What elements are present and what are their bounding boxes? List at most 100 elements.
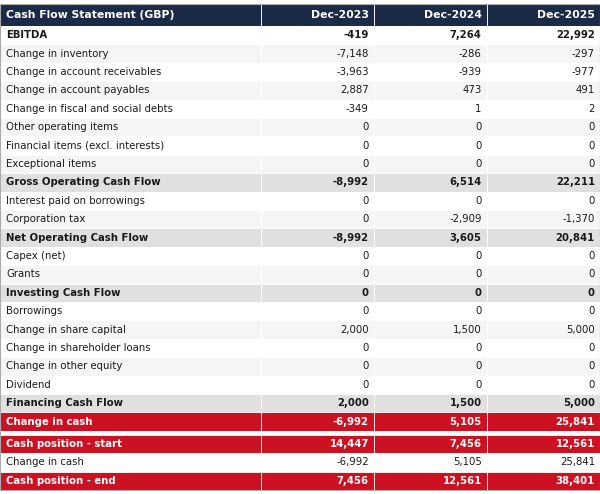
Bar [487, 173, 600, 192]
Bar [487, 321, 600, 339]
Bar [261, 472, 374, 490]
Text: 0: 0 [589, 251, 595, 261]
Bar [487, 453, 600, 472]
Bar [487, 302, 600, 321]
Bar [0, 284, 261, 302]
Text: Interest paid on borrowings: Interest paid on borrowings [6, 196, 145, 206]
Bar [374, 155, 487, 173]
Text: 0: 0 [589, 343, 595, 353]
Bar [0, 63, 261, 81]
Bar [261, 4, 374, 26]
Bar [0, 136, 261, 155]
Bar [374, 118, 487, 136]
Text: 2: 2 [589, 104, 595, 114]
Bar [0, 81, 261, 100]
Text: 38,401: 38,401 [556, 476, 595, 486]
Text: 0: 0 [362, 343, 369, 353]
Bar [487, 155, 600, 173]
Bar [374, 302, 487, 321]
Bar [487, 118, 600, 136]
Text: 0: 0 [475, 141, 482, 151]
Text: -977: -977 [572, 67, 595, 77]
Text: 0: 0 [475, 380, 482, 390]
Text: 0: 0 [362, 251, 369, 261]
Bar [0, 247, 261, 265]
Bar [0, 302, 261, 321]
Text: -349: -349 [346, 104, 369, 114]
Text: Grants: Grants [6, 269, 40, 280]
Text: Change in fiscal and social debts: Change in fiscal and social debts [6, 104, 173, 114]
Text: 20,841: 20,841 [556, 233, 595, 243]
Bar [0, 155, 261, 173]
Text: 2,887: 2,887 [340, 85, 369, 95]
Text: Financing Cash Flow: Financing Cash Flow [6, 398, 123, 408]
Bar [487, 431, 600, 435]
Text: 0: 0 [475, 196, 482, 206]
Bar [261, 81, 374, 100]
Text: 0: 0 [362, 288, 369, 298]
Bar [374, 247, 487, 265]
Bar [374, 412, 487, 431]
Bar [0, 357, 261, 375]
Text: 7,456: 7,456 [337, 476, 369, 486]
Text: 3,605: 3,605 [449, 233, 482, 243]
Text: -6,992: -6,992 [336, 457, 369, 467]
Text: -8,992: -8,992 [332, 177, 369, 187]
Bar [261, 228, 374, 247]
Bar [487, 228, 600, 247]
Text: Cash position - end: Cash position - end [6, 476, 116, 486]
Bar [487, 210, 600, 228]
Bar [374, 357, 487, 375]
Bar [0, 453, 261, 472]
Bar [0, 118, 261, 136]
Bar [261, 210, 374, 228]
Bar [487, 247, 600, 265]
Bar [261, 136, 374, 155]
Text: -286: -286 [459, 48, 482, 59]
Text: -297: -297 [572, 48, 595, 59]
Text: 0: 0 [589, 141, 595, 151]
Text: 0: 0 [475, 343, 482, 353]
Text: Change in account receivables: Change in account receivables [6, 67, 161, 77]
Bar [374, 192, 487, 210]
Bar [0, 472, 261, 490]
Bar [0, 100, 261, 118]
Bar [0, 228, 261, 247]
Text: 25,841: 25,841 [556, 416, 595, 427]
Text: 0: 0 [589, 306, 595, 316]
Bar [261, 375, 374, 394]
Text: 0: 0 [589, 269, 595, 280]
Text: Capex (net): Capex (net) [6, 251, 65, 261]
Text: -1,370: -1,370 [563, 214, 595, 224]
Text: 5,000: 5,000 [563, 398, 595, 408]
Text: 0: 0 [589, 196, 595, 206]
Text: 0: 0 [475, 306, 482, 316]
Bar [374, 210, 487, 228]
Bar [374, 136, 487, 155]
Text: Exceptional items: Exceptional items [6, 159, 97, 169]
Text: 22,992: 22,992 [556, 30, 595, 40]
Text: 0: 0 [589, 159, 595, 169]
Text: Cash Flow Statement (GBP): Cash Flow Statement (GBP) [6, 10, 175, 20]
Bar [0, 173, 261, 192]
Text: Dividend: Dividend [6, 380, 51, 390]
Text: -2,909: -2,909 [449, 214, 482, 224]
Text: -6,992: -6,992 [333, 416, 369, 427]
Bar [261, 302, 374, 321]
Text: 0: 0 [362, 159, 369, 169]
Bar [487, 412, 600, 431]
Text: 0: 0 [362, 141, 369, 151]
Bar [261, 339, 374, 357]
Text: 0: 0 [362, 306, 369, 316]
Text: 12,561: 12,561 [556, 439, 595, 449]
Text: 491: 491 [576, 85, 595, 95]
Bar [374, 44, 487, 63]
Bar [0, 435, 261, 453]
Bar [261, 247, 374, 265]
Text: 7,456: 7,456 [449, 439, 482, 449]
Bar [374, 173, 487, 192]
Bar [374, 375, 487, 394]
Bar [487, 136, 600, 155]
Bar [487, 81, 600, 100]
Text: 0: 0 [589, 122, 595, 132]
